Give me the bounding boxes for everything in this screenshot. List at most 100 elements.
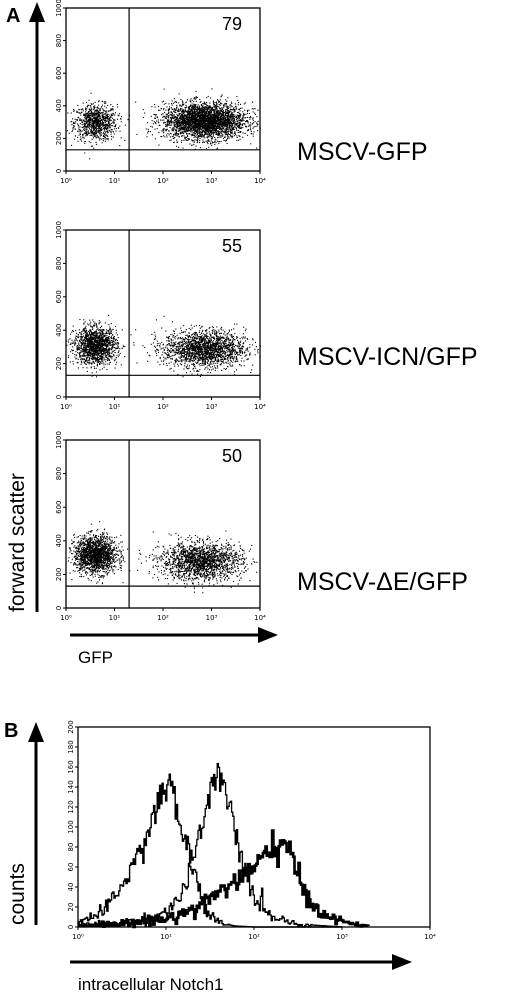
scatter-point xyxy=(188,118,190,120)
scatter-point xyxy=(218,133,220,135)
scatter-point xyxy=(197,114,199,116)
scatter-point xyxy=(184,119,186,121)
scatter-point xyxy=(116,361,118,363)
scatter-point xyxy=(189,109,191,111)
scatter-point xyxy=(107,351,109,353)
scatter-point xyxy=(173,128,175,130)
scatter-point xyxy=(200,121,202,123)
scatter-point xyxy=(114,341,116,343)
scatter-point xyxy=(192,114,194,116)
scatter-point xyxy=(222,110,224,112)
scatter-point xyxy=(225,124,227,126)
scatter-point xyxy=(221,130,223,132)
scatter-point xyxy=(195,123,197,125)
scatter-point xyxy=(224,124,226,126)
scatter-point xyxy=(236,129,238,131)
scatter-point xyxy=(232,116,234,118)
scatter-point xyxy=(181,131,183,133)
scatter-point xyxy=(210,130,212,132)
scatter-point xyxy=(83,328,85,330)
scatter-point xyxy=(215,117,217,119)
scatter-point xyxy=(210,133,212,135)
scatter-point xyxy=(161,101,163,103)
scatter-point xyxy=(244,102,246,104)
scatter-point xyxy=(223,124,225,126)
scatter-point xyxy=(107,124,109,126)
scatter-point xyxy=(186,106,188,108)
scatter-point xyxy=(96,323,98,325)
scatter-point xyxy=(188,115,190,117)
scatter-point xyxy=(210,140,212,142)
scatter-point xyxy=(192,106,194,108)
scatter-point xyxy=(98,322,100,324)
scatter-point xyxy=(207,108,209,110)
scatter-point xyxy=(220,120,222,122)
scatter-point xyxy=(190,127,192,129)
scatter-point xyxy=(161,119,163,121)
scatter-point xyxy=(222,104,224,106)
scatter-point xyxy=(82,340,84,342)
scatter-point xyxy=(180,122,182,124)
scatter-point xyxy=(231,103,233,105)
scatter-point xyxy=(234,126,236,128)
scatter-point xyxy=(89,110,91,112)
scatter-point xyxy=(183,112,185,114)
scatter-point xyxy=(77,104,79,106)
scatter-point xyxy=(179,127,181,129)
scatter-point xyxy=(85,133,87,135)
scatter-point xyxy=(212,116,214,118)
scatter-point xyxy=(194,114,196,116)
scatter-point xyxy=(207,118,209,120)
scatter-point xyxy=(201,104,203,106)
scatter-point xyxy=(110,128,112,130)
scatter-point xyxy=(86,332,88,334)
scatter-point xyxy=(218,126,220,128)
scatter-point xyxy=(219,118,221,120)
scatter-point xyxy=(223,105,225,107)
scatter-point xyxy=(173,117,175,119)
scatter-point xyxy=(186,121,188,123)
scatter-point xyxy=(90,124,92,126)
scatter-point xyxy=(201,113,203,115)
scatter-point xyxy=(113,113,115,115)
scatter-point xyxy=(184,125,186,127)
scatter-point xyxy=(210,126,212,128)
scatter-point xyxy=(189,99,191,101)
scatter-point xyxy=(204,128,206,130)
scatter-point xyxy=(79,118,81,120)
scatter-point xyxy=(222,110,224,112)
scatter-point xyxy=(175,116,177,118)
scatter-point xyxy=(205,114,207,116)
scatter-point xyxy=(230,136,232,138)
scatter-point xyxy=(254,125,256,127)
scatter-point xyxy=(150,115,152,117)
scatter-point xyxy=(221,119,223,121)
scatter-point xyxy=(180,127,182,129)
scatter-point xyxy=(220,118,222,120)
scatter-point xyxy=(199,127,201,129)
scatter-point xyxy=(176,113,178,115)
scatter-point xyxy=(180,127,182,129)
scatter-point xyxy=(197,135,199,137)
scatter-point xyxy=(93,109,95,111)
scatter-point xyxy=(86,122,88,124)
scatter-point xyxy=(161,114,163,116)
scatter-point xyxy=(222,122,224,124)
scatter-point xyxy=(194,133,196,135)
scatter-point xyxy=(87,125,89,127)
scatter-point xyxy=(180,107,182,109)
scatter-point xyxy=(238,102,240,104)
scatter-point xyxy=(84,129,86,131)
scatter-point xyxy=(207,126,209,128)
y-tick-label: 800 xyxy=(55,34,63,47)
scatter-point xyxy=(188,122,190,124)
scatter-point xyxy=(179,109,181,111)
scatter-point xyxy=(196,126,198,128)
scatter-point xyxy=(222,111,224,113)
scatter-point xyxy=(88,132,90,134)
scatter-point xyxy=(184,117,186,119)
scatter-point xyxy=(191,124,193,126)
scatter-point xyxy=(90,337,92,339)
scatter-point xyxy=(96,112,98,114)
scatter-point xyxy=(109,127,111,129)
